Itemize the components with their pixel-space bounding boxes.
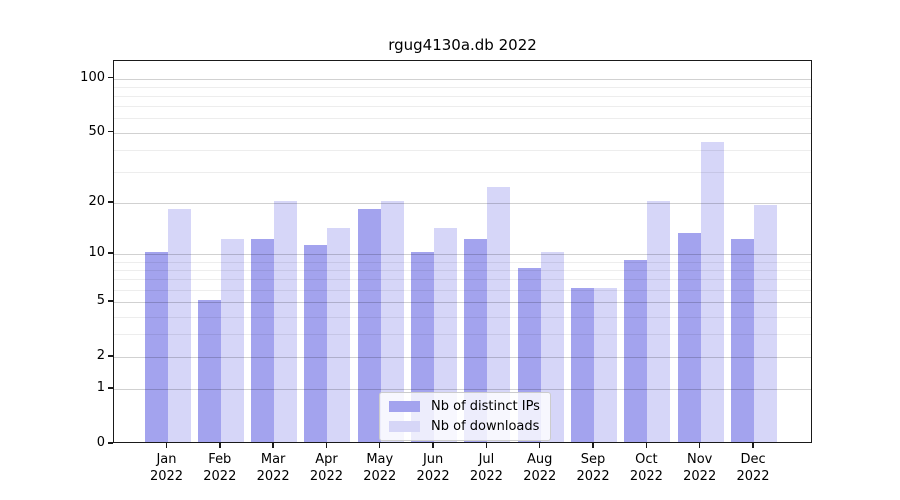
ytick-label-5: 5 [96,293,105,309]
bar-distinct-ips-mar [251,238,275,442]
xtick-mark-apr [325,443,328,448]
bar-downloads-oct [647,200,671,442]
plot-area [113,60,812,443]
legend-label-downloads: Nb of downloads [431,419,540,434]
bar-distinct-ips-oct [624,259,648,442]
bar-distinct-ips-apr [304,245,328,442]
gridline-40 [114,149,811,151]
legend-item-downloads: Nb of downloads [389,419,540,434]
xtick-mark-mar [272,443,274,448]
gridline-50 [114,132,811,134]
xtick-mark-feb [219,443,221,448]
ytick-mark-0 [108,442,113,444]
xtick-mark-sep [592,443,594,448]
gridline-6 [114,289,811,291]
ytick-label-100: 100 [80,69,105,85]
gridline-2 [114,356,811,358]
xtick-label-nov: Nov 2022 [683,452,717,484]
ytick-mark-2 [108,355,113,357]
xtick-mark-nov [699,443,701,448]
gridline-9 [114,261,811,263]
bar-downloads-may [380,200,404,442]
bar-downloads-apr [327,227,351,442]
ytick-mark-1 [108,387,113,389]
gridline-5 [114,302,811,304]
bar-distinct-ips-nov [677,233,701,442]
legend-item-distinct-ips: Nb of distinct IPs [389,399,540,414]
bar-distinct-ips-feb [197,300,221,442]
xtick-label-jun: Jun 2022 [416,452,450,484]
ytick-label-50: 50 [88,123,105,139]
gridline-70 [114,106,811,108]
xtick-label-dec: Dec 2022 [736,452,770,484]
bar-downloads-feb [220,238,244,442]
gridline-60 [114,118,811,120]
bar-downloads-nov [700,142,724,442]
gridline-7 [114,279,811,281]
gridline-3 [114,334,811,336]
bar-distinct-ips-dec [731,238,755,442]
legend-swatch-downloads [389,421,420,432]
xtick-label-sep: Sep 2022 [576,452,610,484]
xtick-label-may: May 2022 [363,452,397,484]
bar-downloads-jan [167,208,191,442]
bar-downloads-mar [274,200,298,442]
xtick-mark-may [379,443,381,448]
ytick-mark-100 [108,76,113,79]
gridline-20 [114,202,811,204]
xtick-label-feb: Feb 2022 [203,452,237,484]
xtick-label-aug: Aug 2022 [523,452,557,484]
bar-downloads-sep [594,287,618,442]
legend: Nb of distinct IPs Nb of downloads [379,392,551,441]
ytick-label-0: 0 [96,435,105,450]
gridline-90 [114,86,811,88]
xtick-label-jul: Jul 2022 [469,452,503,484]
gridline-10 [114,254,811,256]
xtick-mark-aug [539,443,541,448]
xtick-label-mar: Mar 2022 [256,452,290,484]
xtick-mark-oct [645,443,648,448]
gridline-80 [114,95,811,97]
xtick-label-apr: Apr 2022 [309,452,343,484]
ytick-mark-20 [108,201,113,203]
gridline-8 [114,269,811,271]
gridline-4 [114,316,811,318]
legend-label-distinct-ips: Nb of distinct IPs [431,399,540,414]
ytick-mark-50 [108,130,113,133]
gridline-1 [114,389,811,391]
bar-distinct-ips-may [357,208,381,442]
gridline-30 [114,172,811,174]
xtick-label-oct: Oct 2022 [629,452,663,484]
xtick-label-jan: Jan 2022 [149,452,184,484]
gridline-100 [114,78,811,80]
ytick-label-2: 2 [96,347,105,363]
xtick-mark-jul [485,443,488,448]
xtick-mark-jan [165,443,168,448]
legend-swatch-distinct-ips [389,401,420,412]
ytick-mark-10 [108,252,113,254]
ytick-label-20: 20 [88,193,105,209]
xtick-mark-dec [752,443,754,448]
bar-downloads-jul [487,187,511,442]
bar-distinct-ips-jul [464,238,488,442]
bar-downloads-dec [754,204,778,442]
ytick-label-10: 10 [88,245,105,261]
ytick-mark-5 [108,300,113,302]
bar-downloads-jun [434,227,458,442]
xtick-mark-jun [432,443,434,448]
chart-title: rgug4130a.db 2022 [388,36,537,54]
ytick-label-1: 1 [96,380,105,396]
bar-distinct-ips-jan [144,252,168,442]
bar-distinct-ips-sep [571,287,595,442]
